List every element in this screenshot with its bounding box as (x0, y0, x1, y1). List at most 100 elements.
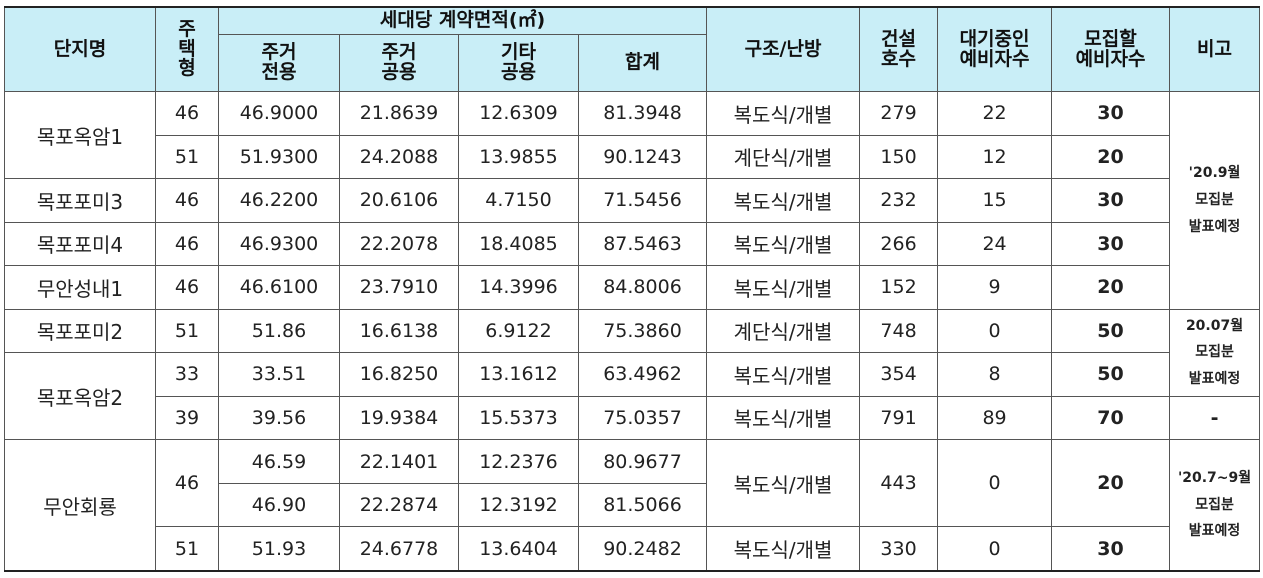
waiting-cell: 12 (937, 134, 1053, 180)
exclusive-cell: 46.9000 (218, 91, 340, 136)
other-cell: 13.6404 (458, 526, 579, 572)
units-cell: 152 (859, 265, 939, 310)
note-cell: 20.07월 모집분 발표예정 (1169, 308, 1261, 397)
header-complex: 단지명 (4, 6, 156, 92)
header-total: 합계 (577, 34, 708, 92)
total-cell: 81.5066 (577, 482, 708, 528)
waiting-cell: 0 (937, 308, 1053, 354)
units-cell: 443 (859, 439, 939, 528)
recruit-cell: 30 (1051, 91, 1171, 136)
other-cell: 13.1612 (458, 352, 579, 397)
table-row: 46.90 22.2874 12.3192 81.5066 (5, 482, 1260, 528)
table-row: 무안회룡 46 46.59 22.1401 12.2376 80.9677 복도… (4, 439, 1261, 572)
other-cell: 6.9122 (458, 308, 579, 354)
exclusive-cell: 51.86 (218, 308, 340, 354)
units-cell: 354 (859, 352, 939, 397)
exclusive-cell: 33.51 (218, 352, 340, 397)
table-row: 목포옥암2 33 33.51 16.8250 13.1612 63.4962 복… (4, 352, 1260, 441)
waiting-cell: 24 (937, 221, 1053, 267)
common-cell: 24.6778 (339, 526, 459, 572)
complex-cell: 목포포미4 (4, 221, 156, 267)
structure-cell: 복도식/개별 (706, 91, 861, 136)
other-cell: 14.3996 (458, 265, 579, 310)
table-row: 39 39.56 19.9384 15.5373 75.0357 복도식/개별 … (5, 395, 1261, 441)
common-cell: 20.6106 (339, 178, 459, 223)
complex-cell: 목포옥암1 (4, 90, 156, 180)
recruit-cell: 30 (1051, 178, 1171, 223)
other-cell: 12.3192 (458, 482, 579, 528)
type-cell: 33 (155, 352, 219, 397)
common-cell: 16.8250 (339, 352, 459, 397)
type-cell: 51 (155, 526, 219, 572)
table-row: 무안성내1 46 46.6100 23.7910 14.3996 84.8006… (4, 265, 1260, 310)
total-cell: 75.3860 (577, 308, 708, 354)
note-cell: '20.9월 모집분 발표예정 (1169, 91, 1261, 310)
common-cell: 22.2078 (339, 221, 459, 267)
units-cell: 232 (859, 178, 939, 223)
waiting-cell: 9 (937, 265, 1053, 310)
exclusive-cell: 39.56 (218, 395, 340, 441)
type-cell: 39 (155, 395, 219, 441)
other-cell: 12.6309 (458, 91, 579, 136)
structure-cell: 계단식/개별 (706, 134, 861, 180)
exclusive-cell: 46.59 (218, 439, 340, 484)
table-row: 51 51.9300 24.2088 13.9855 90.1243 계단식/개… (5, 134, 1260, 180)
recruit-cell: 30 (1051, 526, 1171, 572)
common-cell: 23.7910 (339, 265, 459, 310)
total-cell: 84.8006 (577, 265, 708, 310)
other-cell: 15.5373 (458, 395, 579, 441)
header-area-group: 세대당 계약면적(㎡) (217, 6, 708, 35)
recruit-cell: 70 (1051, 395, 1171, 441)
waiting-cell: 22 (937, 91, 1053, 136)
waiting-cell: 15 (937, 178, 1053, 223)
complex-cell: 무안회룡 (4, 439, 156, 572)
type-cell: 46 (155, 221, 219, 267)
complex-cell: 목포옥암2 (4, 352, 156, 441)
exclusive-cell: 51.93 (218, 526, 340, 572)
table-row: 목포옥암1 46 46.9000 21.8639 12.6309 81.3948… (4, 90, 1261, 310)
complex-cell: 목포포미3 (4, 178, 156, 223)
structure-cell: 복도식/개별 (706, 395, 861, 441)
header-note: 비고 (1169, 6, 1261, 92)
exclusive-cell: 46.6100 (218, 265, 340, 310)
header-other-common: 기타 공용 (458, 34, 579, 92)
type-cell: 51 (155, 134, 219, 180)
table-row: 목포포미3 46 46.2200 20.6106 4.7150 71.5456 … (4, 178, 1260, 223)
exclusive-cell: 46.90 (218, 482, 340, 528)
structure-cell: 복도식/개별 (706, 439, 861, 528)
common-cell: 24.2088 (339, 134, 459, 180)
other-cell: 18.4085 (458, 221, 579, 267)
waiting-cell: 89 (937, 395, 1053, 441)
recruit-cell: 30 (1051, 221, 1171, 267)
total-cell: 81.3948 (577, 91, 708, 136)
complex-cell: 목포포미2 (4, 308, 156, 354)
total-cell: 87.5463 (577, 221, 708, 267)
type-cell: 46 (155, 439, 219, 528)
recruit-cell: 50 (1051, 352, 1171, 397)
units-cell: 791 (859, 395, 939, 441)
units-cell: 330 (859, 526, 939, 572)
structure-cell: 복도식/개별 (706, 221, 861, 267)
note-cell: - (1169, 395, 1261, 441)
header-waiting: 대기중인 예비자수 (937, 6, 1053, 92)
common-cell: 21.8639 (339, 91, 459, 136)
recruit-cell: 20 (1051, 265, 1171, 310)
type-cell: 46 (155, 178, 219, 223)
structure-cell: 복도식/개별 (706, 178, 861, 223)
recruit-cell: 20 (1051, 439, 1171, 528)
header-residential-common: 주거 공용 (339, 34, 459, 92)
type-cell: 46 (155, 91, 219, 136)
structure-cell: 복도식/개별 (706, 265, 861, 310)
exclusive-cell: 46.2200 (218, 178, 340, 223)
units-cell: 150 (859, 134, 939, 180)
exclusive-cell: 51.9300 (218, 134, 340, 180)
structure-cell: 복도식/개별 (706, 526, 861, 572)
units-cell: 748 (859, 308, 939, 354)
type-cell: 51 (155, 308, 219, 354)
structure-cell: 복도식/개별 (706, 352, 861, 397)
units-cell: 279 (859, 91, 939, 136)
total-cell: 63.4962 (577, 352, 708, 397)
header-structure: 구조/난방 (706, 6, 861, 92)
